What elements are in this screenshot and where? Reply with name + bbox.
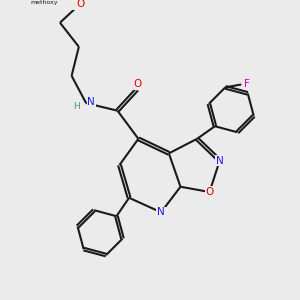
Text: O: O	[134, 79, 142, 89]
Text: N: N	[157, 207, 165, 217]
Text: H: H	[74, 102, 80, 111]
Text: O: O	[206, 187, 214, 197]
Text: O: O	[76, 0, 84, 9]
Text: F: F	[244, 80, 249, 89]
Text: N: N	[88, 97, 95, 107]
Text: methoxy: methoxy	[30, 0, 58, 5]
Text: N: N	[216, 156, 224, 166]
